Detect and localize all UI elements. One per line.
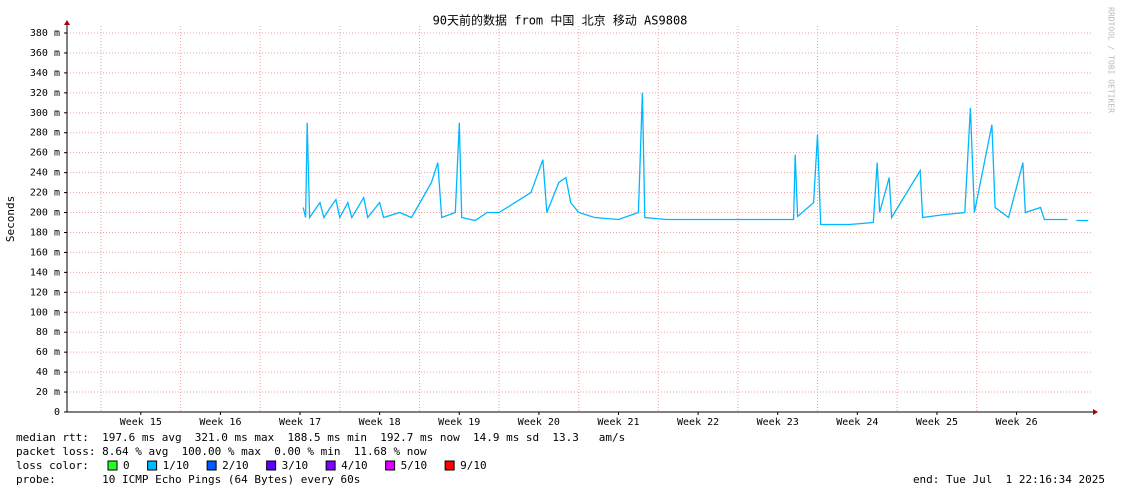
x-tick-label: Week 22 [677,417,719,428]
x-tick-label: Week 26 [995,417,1037,428]
legend-swatch [147,460,158,471]
y-tick-label: 160 m [30,247,60,258]
chart-title: 90天前的数据 from 中国 北京 移动 AS9808 [433,13,688,28]
y-tick-label: 40 m [36,367,60,378]
x-tick-label: Week 24 [836,417,878,428]
x-arrow [1093,409,1098,415]
x-tick-label: Week 25 [916,417,958,428]
legend-swatch [206,460,217,471]
legend-swatch [325,460,336,471]
y-tick-label: 140 m [30,267,60,278]
end-time: end: Tue Jul 1 22:16:34 2025 [913,473,1105,486]
legend-label: 3/10 [282,459,309,472]
legend-label: 9/10 [460,459,487,472]
y-tick-label: 320 m [30,88,60,99]
y-tick-label: 80 m [36,327,60,338]
x-tick-label: Week 17 [279,417,321,428]
watermark: RRDTOOL / TOBI OETIKER [1107,7,1116,113]
legend-label: 5/10 [401,459,428,472]
y-tick-label: 180 m [30,227,60,238]
y-tick-label: 20 m [36,387,60,398]
stats-line: median rtt: 197.6 ms avg 321.0 ms max 18… [16,431,625,444]
y-tick-label: 220 m [30,188,60,199]
y-tick-label: 280 m [30,128,60,139]
stats-line: packet loss: 8.64 % avg 100.00 % max 0.0… [16,445,427,458]
x-tick-label: Week 18 [359,417,401,428]
legend-swatch [107,460,118,471]
x-tick-label: Week 16 [199,417,241,428]
y-tick-label: 100 m [30,307,60,318]
legend-label: 4/10 [341,459,368,472]
y-tick-label: 300 m [30,108,60,119]
y-tick-label: 120 m [30,287,60,298]
y-tick-label: 380 m [30,28,60,39]
y-tick-label: 240 m [30,168,60,179]
x-tick-label: Week 23 [757,417,799,428]
x-tick-label: Week 19 [438,417,480,428]
y-tick-label: 360 m [30,48,60,59]
plot-area [67,26,1093,412]
legend-label: 0 [123,459,130,472]
y-axis-label: Seconds [4,196,17,242]
probe: probe: 10 ICMP Echo Pings (64 Bytes) eve… [16,473,360,486]
legend-label: 2/10 [222,459,249,472]
legend-swatch [444,460,455,471]
rtt-line [302,92,1089,226]
loss-label: loss color: [16,459,89,472]
y-tick-label: 60 m [36,347,60,358]
x-tick-label: Week 21 [597,417,639,428]
y-tick-label: 260 m [30,148,60,159]
legend-swatch [385,460,396,471]
y-tick-label: 340 m [30,68,60,79]
y-tick-label: 0 [54,407,60,418]
y-arrow [64,20,70,25]
x-tick-label: Week 20 [518,417,560,428]
legend-swatch [266,460,277,471]
y-tick-label: 200 m [30,208,60,219]
legend-label: 1/10 [163,459,190,472]
x-tick-label: Week 15 [120,417,162,428]
